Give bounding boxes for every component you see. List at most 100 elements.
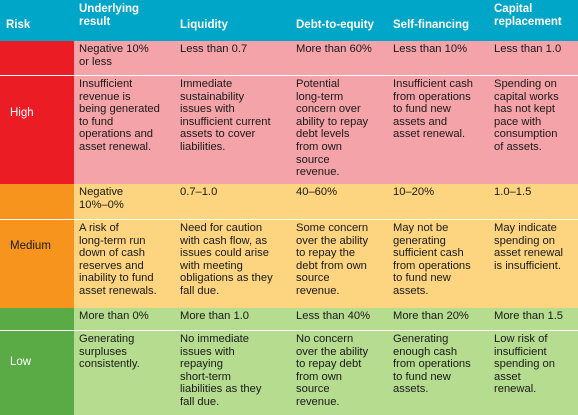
row-high: High Negative 10% or less Less than 0.7 Mor… [0, 41, 578, 184]
header-capital-replacement: Capital replacement [494, 3, 562, 29]
cell-line: Low risk of [494, 333, 548, 345]
cell-line: 40–60% [296, 186, 338, 198]
cell-line: from operations [393, 90, 471, 103]
cell-line: has not kept [494, 103, 555, 116]
cell-line: operations and [79, 128, 154, 141]
cell-line: to repay debt [296, 358, 362, 371]
cell-line: source [296, 153, 330, 166]
threshold-underlying-result: More than 0% [79, 310, 175, 323]
cell-line: revenue. [296, 395, 340, 408]
cell-line: being generated [79, 103, 160, 116]
description-liquidity: Immediate sustainability issues with insuff… [180, 78, 290, 154]
cell-line: assets. [393, 383, 429, 396]
row-medium: Medium Negative 10%–0% 0.7–1.0 40–60% 10–20%… [0, 184, 578, 308]
cell-line: debt levels [296, 128, 350, 141]
cell-line: insufficient [494, 345, 547, 358]
cell-line: Potential [296, 78, 340, 90]
header-line: Underlying [79, 3, 140, 15]
cell-line: Immediate [180, 78, 233, 90]
cell-line: No immediate [180, 333, 250, 345]
cell-line: More than 1.0 [180, 310, 250, 322]
cell-line: Some concern [296, 222, 369, 234]
cell-line: asset [494, 370, 521, 383]
header-line: result [79, 16, 111, 28]
cell-line: May indicate [494, 222, 557, 234]
threshold-debt-to-equity: Less than 40% [296, 310, 388, 323]
description-underlying-result: Insufficient revenue is being generated to … [79, 78, 175, 154]
cell-line: reserves and [79, 259, 144, 272]
description-capital-replacement: Low risk of insufficient spending on asset r… [494, 333, 576, 396]
description-self-financing: Generating enough cash from operations to f… [393, 333, 489, 396]
cell-line: asset renewals. [79, 284, 157, 297]
threshold-capital-replacement: 1.0–1.5 [494, 186, 576, 199]
threshold-capital-replacement: Less than 1.0 [494, 43, 576, 56]
cell-line: enough cash [393, 345, 458, 358]
cell-line: Less than 10% [393, 43, 468, 55]
threshold-debt-to-equity: More than 60% [296, 43, 388, 56]
risk-label-high: High [0, 41, 74, 184]
cell-line: consistently. [79, 358, 140, 371]
cell-line: spending on [494, 234, 555, 247]
description-self-financing: May not be generating sufficient cash from … [393, 222, 489, 298]
description-capital-replacement: Spending on capital works has not kept pace… [494, 78, 576, 154]
cell-line: spending on [494, 358, 555, 371]
cell-line: revenue is [79, 90, 131, 103]
cell-line: More than 60% [296, 43, 372, 55]
description-underlying-result: A risk of long-term run down of cash reserv… [79, 222, 175, 298]
cell-line: liabilities as they [180, 383, 262, 396]
cell-line: from own [296, 370, 343, 383]
cell-line: May not be [393, 222, 449, 234]
cell-line: Generating [79, 333, 135, 345]
cell-line: source [296, 272, 330, 285]
cell-line: asset renewal. [393, 128, 466, 141]
cell-line: to fund new [393, 103, 451, 116]
cell-line: No concern [296, 333, 354, 345]
cell-line: 0.7–1.0 [180, 186, 218, 198]
cell-line: issues could arise [180, 247, 269, 260]
threshold-underlying-result: Negative 10%–0% [79, 186, 175, 211]
cell-line: asset renewal. [79, 140, 152, 153]
cell-line: long-term [296, 90, 344, 103]
row-divider [0, 219, 578, 220]
cell-line: Less than 40% [296, 310, 371, 322]
cell-line: surpluses [79, 345, 127, 358]
cell-line: from operations [393, 259, 471, 272]
cell-line: Less than 1.0 [494, 43, 562, 55]
risk-level-text: High [10, 106, 34, 119]
cell-line: ability to repay [296, 115, 369, 128]
cell-line: inability to fund [79, 272, 154, 285]
cell-line: insufficient current [180, 115, 271, 128]
header-risk: Risk [6, 19, 31, 31]
cell-line: assets to cover [180, 128, 256, 141]
row-divider [0, 75, 578, 76]
cell-line: or less [79, 55, 112, 68]
cell-line: Negative [79, 186, 124, 198]
cell-line: Insufficient cash [393, 78, 474, 90]
cell-line: 10%–0% [79, 198, 124, 211]
cell-line: Need for caution [180, 222, 263, 234]
cell-line: from own [296, 140, 343, 153]
row-low: Low More than 0% More than 1.0 Less than 4… [0, 308, 578, 415]
threshold-liquidity: More than 1.0 [180, 310, 290, 323]
cell-line: renewal. [494, 383, 537, 396]
cell-line: revenue. [296, 284, 340, 297]
cell-line: debt from own [296, 259, 367, 272]
cell-line: long-term run [79, 234, 146, 247]
cell-line: Generating [393, 333, 449, 345]
cell-line: of assets. [494, 140, 542, 153]
cell-line: with meeting [180, 259, 243, 272]
row-divider [0, 330, 578, 331]
cell-line: to fund new [393, 370, 451, 383]
description-liquidity: No immediate issues with repaying short-ter… [180, 333, 290, 409]
cell-line: 10–20% [393, 186, 435, 198]
cell-line: issues with [180, 103, 235, 116]
threshold-self-financing: Less than 10% [393, 43, 489, 56]
cell-line: A risk of [79, 222, 119, 234]
threshold-liquidity: Less than 0.7 [180, 43, 290, 56]
threshold-debt-to-equity: 40–60% [296, 186, 388, 199]
risk-level-text: Low [10, 355, 32, 368]
header-line: Capital [494, 3, 533, 15]
description-liquidity: Need for caution with cash flow, as issues… [180, 222, 290, 298]
risk-label-low: Low [0, 308, 74, 415]
cell-line: asset renewal [494, 247, 564, 260]
